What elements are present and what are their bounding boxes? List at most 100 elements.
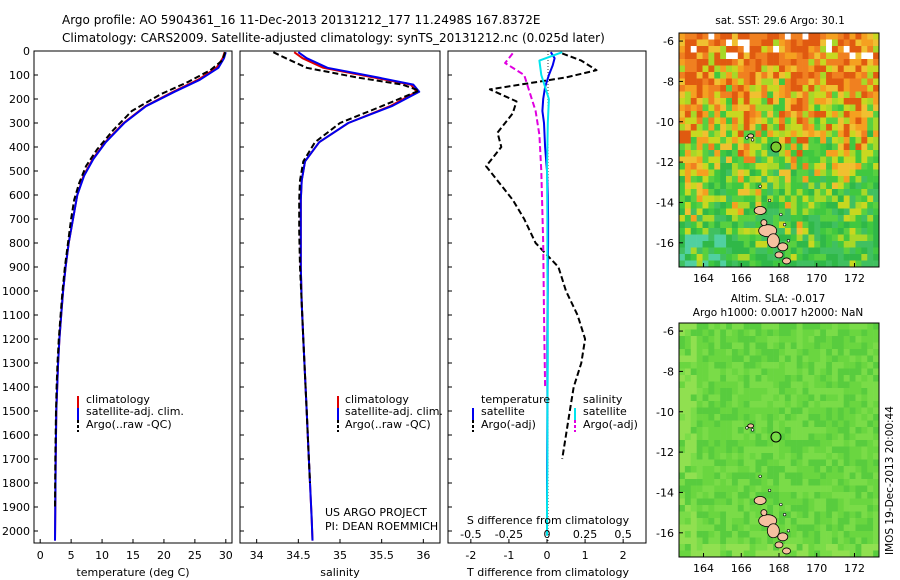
map-cell [714, 98, 721, 105]
depth-tick-label: 1500 [2, 405, 30, 418]
map-cell [808, 329, 815, 337]
map-cell [708, 260, 715, 268]
map-cell [761, 401, 768, 408]
map-cell [796, 336, 803, 343]
map-cell [843, 150, 850, 157]
map-cell [849, 254, 856, 261]
map-cell [873, 234, 880, 242]
map-cell [690, 195, 697, 203]
map-cell [837, 544, 844, 551]
map-cell [726, 381, 733, 389]
map-cell [790, 98, 797, 105]
map-cell [802, 228, 809, 235]
lon-tick-label: 164 [693, 562, 714, 575]
map-cell [702, 52, 709, 60]
map-cell [873, 52, 880, 60]
map-cell [814, 104, 821, 112]
map-cell [679, 524, 686, 532]
map-cell [714, 169, 721, 177]
map-cell [737, 195, 744, 203]
map-cell [790, 176, 797, 183]
map-cell [696, 228, 703, 235]
map-cell [843, 427, 850, 434]
map-cell [702, 511, 709, 519]
map-cell [814, 150, 821, 157]
map-cell [761, 59, 768, 66]
x-tick-label: 36 [416, 549, 430, 562]
map-cell [702, 260, 709, 268]
map-cell [714, 85, 721, 92]
map-cell [873, 72, 880, 79]
map-cell [726, 329, 733, 337]
map-cell [790, 440, 797, 447]
map-cell [802, 98, 809, 105]
map-cell [867, 485, 874, 493]
map-cell [726, 531, 733, 538]
map-cell [790, 182, 797, 190]
map-cell [690, 466, 697, 473]
map-cell [814, 260, 821, 268]
map-cell [679, 531, 686, 538]
map-cell [861, 453, 868, 460]
map-cell [702, 202, 709, 209]
map-cell [784, 221, 792, 229]
map-cell [790, 362, 797, 369]
map-cell [684, 65, 692, 73]
map-cell [784, 485, 792, 493]
map-cell [702, 381, 709, 389]
map-cell [690, 420, 697, 428]
map-cell [837, 65, 844, 73]
map-cell [684, 492, 692, 499]
depth-axis: 0100200300400500600700800900100011001200… [2, 45, 38, 538]
map-cell [731, 459, 739, 467]
map-cell [696, 260, 703, 268]
map-cell [767, 420, 774, 428]
map-cell [873, 91, 880, 99]
map-cell [808, 228, 815, 235]
map-cell [679, 91, 686, 99]
map-cell [773, 414, 780, 421]
map-cell [873, 375, 880, 382]
map-cell [731, 505, 739, 512]
map-cell [731, 427, 739, 434]
pi-annotation-line-2: PI: DEAN ROEMMICH [325, 520, 438, 533]
map-cell [861, 323, 868, 330]
map-cell [720, 98, 727, 105]
map-cell [843, 228, 850, 235]
map-cell [849, 228, 856, 235]
map-cell [749, 98, 756, 105]
map-cell [802, 453, 809, 460]
map-cell [779, 85, 786, 92]
map-cell [720, 59, 727, 66]
map-cell [731, 78, 739, 86]
map-cell [708, 349, 715, 356]
map-cell [773, 72, 780, 79]
map-cell [755, 446, 762, 454]
map-cell [679, 85, 686, 92]
map-cell [820, 440, 827, 447]
map-cell [702, 117, 709, 125]
map-cell [802, 85, 809, 92]
map-cell [696, 550, 703, 558]
map-cell [849, 511, 856, 519]
map-cell [796, 433, 803, 441]
map-cell [779, 459, 786, 467]
map-cell [831, 349, 839, 356]
map-cell [679, 336, 686, 343]
map-cell [784, 137, 792, 144]
map-cell [843, 544, 850, 551]
map-cell [761, 550, 768, 558]
map-cell [731, 336, 739, 343]
map-cell [831, 65, 839, 73]
sla-map-axes: 164 166 168 170 172-6-8-10-12-14-16 [656, 322, 880, 575]
map-cell [690, 401, 697, 408]
map-cell [767, 195, 774, 203]
map-cell [696, 362, 703, 369]
map-cell [737, 208, 744, 216]
map-cell [684, 414, 692, 421]
map-cell [837, 85, 844, 92]
temperature-legend: climatology satellite-adj. clim. Argo(..… [77, 393, 184, 432]
map-cell [855, 505, 862, 512]
map-cell [720, 260, 727, 268]
temperature-panel: 0100200300400500600700800900100011001200… [2, 45, 233, 579]
